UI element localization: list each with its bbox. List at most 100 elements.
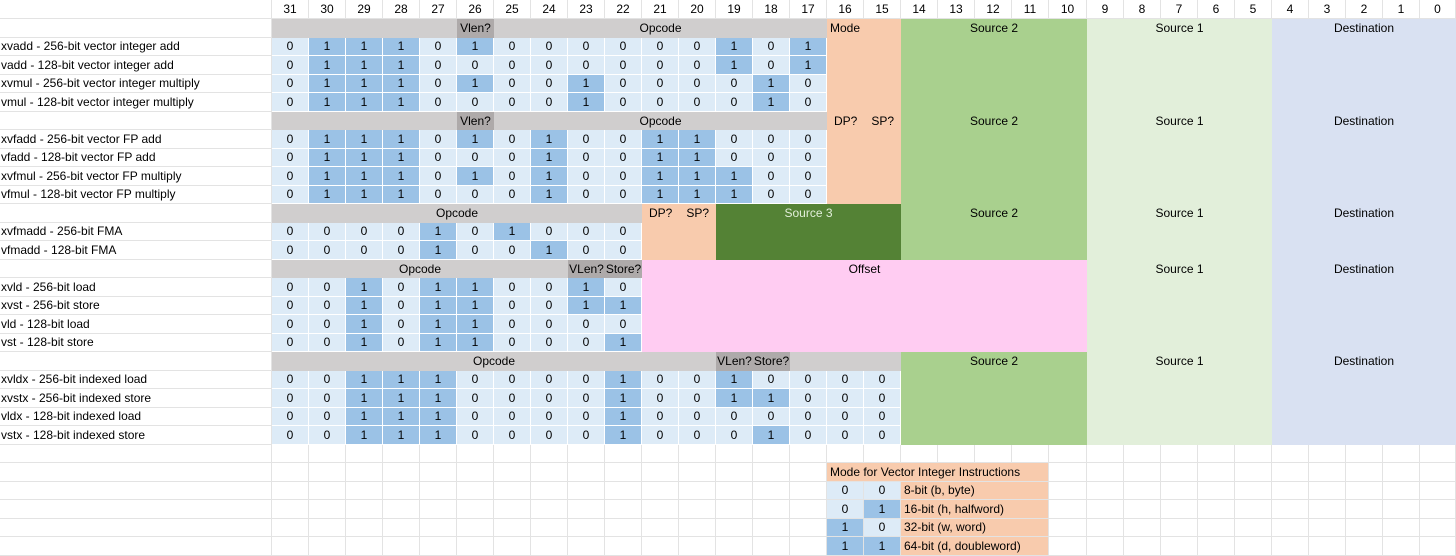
bit-cell: 0 — [642, 37, 679, 56]
bit-cell: 1 — [605, 389, 642, 408]
empty-cell — [605, 518, 642, 537]
empty-cell — [642, 481, 679, 500]
bit-cell: 0 — [605, 315, 642, 334]
field-block-source-1: Source 1 — [1087, 352, 1272, 445]
bit-cell: 0 — [753, 167, 790, 186]
instruction-label: vfadd - 128-bit vector FP add — [0, 148, 272, 167]
bit-cell: 0 — [790, 407, 827, 426]
empty-cell — [420, 481, 457, 500]
bit-cell: 0 — [494, 426, 531, 445]
empty-cell — [1049, 463, 1087, 482]
field-block-destination: Destination — [1272, 204, 1456, 260]
empty-cell — [642, 500, 679, 519]
bit-number-16: 16 — [827, 0, 864, 19]
bit-cell: 0 — [531, 389, 568, 408]
field-header-vlen: VLen? — [568, 259, 605, 278]
empty-cell — [1383, 537, 1420, 556]
empty-cell — [716, 463, 753, 482]
field-block-label: Source 3 — [784, 206, 833, 220]
empty-cell — [531, 518, 568, 537]
bit-cell: 1 — [679, 130, 716, 149]
empty-cell — [1420, 481, 1456, 500]
bit-number-31: 31 — [272, 0, 309, 19]
field-block-source-2: Source 2 — [901, 19, 1087, 112]
bit-cell: 0 — [605, 74, 642, 93]
bit-cell: 0 — [420, 56, 457, 75]
bit-cell: 1 — [531, 185, 568, 204]
empty-cell — [1235, 463, 1272, 482]
bit-cell: 0 — [383, 315, 420, 334]
bit-cell: 1 — [346, 56, 383, 75]
bit-cell: 1 — [753, 389, 790, 408]
bit-cell: 0 — [827, 389, 864, 408]
bit-cell: 1 — [494, 222, 531, 241]
empty-cell — [1272, 481, 1309, 500]
bit-cell: 1 — [346, 167, 383, 186]
instruction-label: xvmul - 256-bit vector integer multiply — [0, 74, 272, 93]
bit-cell: 1 — [568, 278, 605, 297]
bit-cell: 0 — [753, 130, 790, 149]
empty-cell — [1309, 481, 1346, 500]
bit-cell: 1 — [420, 296, 457, 315]
empty-cell — [1309, 463, 1346, 482]
bit-number-24: 24 — [531, 0, 568, 19]
bit-cell: 1 — [346, 185, 383, 204]
bit-cell: 0 — [605, 56, 642, 75]
empty-cell — [309, 518, 346, 537]
bit-number-10: 10 — [1049, 0, 1087, 19]
bit-number-13: 13 — [938, 0, 975, 19]
empty-cell — [1309, 518, 1346, 537]
bit-cell: 0 — [272, 278, 309, 297]
field-block-source-1: Source 1 — [1087, 111, 1272, 204]
empty-cell — [605, 444, 642, 463]
empty-cell — [1272, 537, 1309, 556]
bit-cell: 0 — [642, 370, 679, 389]
empty-cell — [1161, 537, 1198, 556]
field-block-source-1: Source 1 — [1087, 19, 1272, 112]
empty-cell — [1198, 500, 1235, 519]
bit-cell: 1 — [383, 130, 420, 149]
bit-cell: 0 — [568, 56, 605, 75]
empty-cell — [753, 500, 790, 519]
bit-cell: 0 — [864, 389, 901, 408]
bit-number-8: 8 — [1124, 0, 1161, 19]
bit-cell: 0 — [679, 56, 716, 75]
bit-cell: 0 — [309, 407, 346, 426]
bit-cell: 0 — [790, 185, 827, 204]
bit-cell: 0 — [420, 185, 457, 204]
bit-cell: 1 — [605, 333, 642, 352]
empty-cell — [1161, 463, 1198, 482]
empty-cell — [679, 463, 716, 482]
bit-cell: 0 — [309, 333, 346, 352]
bit-number-21: 21 — [642, 0, 679, 19]
bit-cell: 0 — [679, 426, 716, 445]
mode-bit-15: 1 — [864, 500, 901, 519]
empty-cell — [1420, 500, 1456, 519]
empty-cell — [1272, 500, 1309, 519]
empty-cell — [494, 518, 531, 537]
bit-number-15: 15 — [864, 0, 901, 19]
field-block-precision: DP? SP? — [642, 204, 716, 260]
bit-cell: 0 — [605, 130, 642, 149]
empty-cell — [1272, 463, 1309, 482]
field-block-label: Source 1 — [1155, 206, 1204, 220]
bit-cell: 1 — [457, 130, 494, 149]
bit-cell: 1 — [383, 167, 420, 186]
empty-cell — [790, 444, 827, 463]
instruction-label: xvadd - 256-bit vector integer add — [0, 37, 272, 56]
bit-cell: 1 — [309, 74, 346, 93]
bit-cell: 0 — [272, 426, 309, 445]
empty-cell — [568, 481, 605, 500]
empty-cell — [1087, 518, 1124, 537]
empty-cell — [1087, 500, 1124, 519]
bit-cell: 0 — [309, 222, 346, 241]
bit-cell: 0 — [383, 296, 420, 315]
field-block-destination: Destination — [1272, 259, 1456, 352]
empty-cell — [1272, 518, 1309, 537]
bit-cell: 1 — [457, 74, 494, 93]
empty-cell — [1383, 444, 1420, 463]
empty-cell — [568, 463, 605, 482]
bit-cell: 0 — [272, 93, 309, 112]
empty-cell — [1124, 463, 1161, 482]
